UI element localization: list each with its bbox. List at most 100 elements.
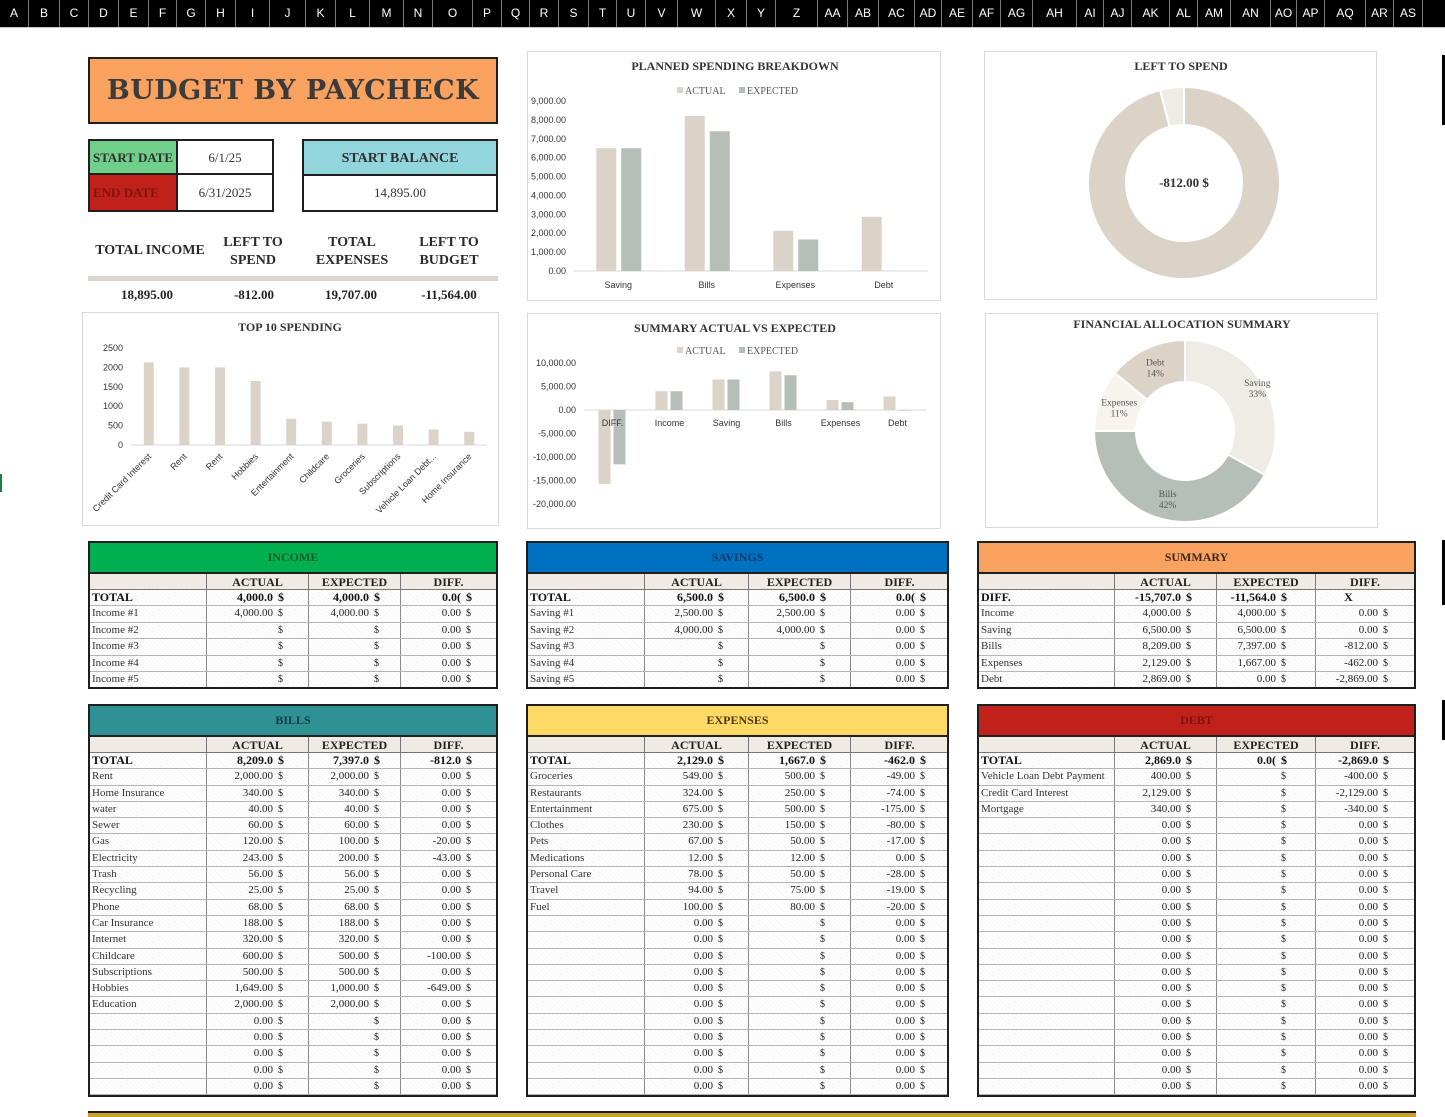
debt-cell-diff[interactable]: -2,869.0 [1315,753,1381,769]
expenses-cell-expected[interactable]: 250.00 [748,785,818,801]
bills-cell-diff[interactable]: 0.00 [400,769,464,785]
bills-cell-expected[interactable]: 320.00 [308,932,372,948]
income-cell-actual[interactable] [206,622,276,639]
debt-cell-actual[interactable]: 0.00 [1114,997,1184,1013]
bills-cell-diff[interactable]: -20.00 [400,834,464,850]
income-cell-expected[interactable] [308,639,372,655]
debt-cell-expected[interactable] [1216,769,1279,785]
savings-cell-actual[interactable]: 6,500.0 [644,590,716,606]
savings-cell-expected[interactable] [748,655,818,671]
debt-cell-expected[interactable] [1216,964,1279,981]
expenses-cell-diff[interactable]: -17.00 [850,834,918,850]
summary-cell-diff[interactable]: -462.00 [1315,655,1381,671]
debt-cell-expected[interactable] [1216,915,1279,932]
expenses-cell-actual[interactable]: 100.00 [644,899,716,915]
debt-cell-diff[interactable]: -400.00 [1315,769,1381,785]
column-header-e[interactable]: E [119,0,149,27]
bills-cell-diff[interactable]: -812.0 [400,753,464,769]
income-cell-diff[interactable]: 0.00 [400,639,464,655]
debt-cell-actual[interactable]: 0.00 [1114,964,1184,981]
expenses-cell-actual[interactable]: 94.00 [644,883,716,899]
income-cell-actual[interactable] [206,639,276,655]
bills-cell-expected[interactable]: 500.00 [308,948,372,964]
debt-cell-expected[interactable] [1216,948,1279,964]
debt-cell-actual[interactable]: 0.00 [1114,899,1184,915]
summary-cell-diff[interactable]: X [1315,590,1381,606]
savings-cell-expected[interactable] [748,671,818,687]
debt-cell-actual[interactable]: 0.00 [1114,867,1184,883]
bills-cell-expected[interactable] [308,1078,372,1095]
expenses-cell-diff[interactable]: 0.00 [850,948,918,964]
summary-actual-vs-expected-chart[interactable]: SUMMARY ACTUAL VS EXPECTED ACTUAL EXPECTED… [527,313,941,529]
debt-cell-expected[interactable] [1216,1030,1279,1046]
bills-cell-expected[interactable] [308,1062,372,1078]
debt-cell-actual[interactable]: 2,869.0 [1114,753,1184,769]
expenses-cell-expected[interactable]: 12.00 [748,850,818,867]
bills-cell-expected[interactable] [308,1046,372,1062]
bills-cell-diff[interactable]: 0.00 [400,1046,464,1062]
income-cell-expected[interactable]: 4,000.0 [308,590,372,606]
expenses-cell-expected[interactable] [748,915,818,932]
bills-cell-diff[interactable]: 0.00 [400,899,464,915]
bills-cell-expected[interactable]: 40.00 [308,801,372,818]
bills-cell-expected[interactable]: 68.00 [308,899,372,915]
bills-cell-expected[interactable]: 200.00 [308,850,372,867]
expenses-cell-expected[interactable]: 1,667.0 [748,753,818,769]
column-header-j[interactable]: J [270,0,306,27]
expenses-cell-diff[interactable]: -462.0 [850,753,918,769]
income-cell-actual[interactable] [206,671,276,687]
column-header-aj[interactable]: AJ [1104,0,1132,27]
column-header-ag[interactable]: AG [1001,0,1033,27]
expenses-cell-actual[interactable]: 0.00 [644,1013,716,1030]
expenses-cell-expected[interactable]: 500.00 [748,801,818,818]
bills-cell-actual[interactable]: 1,649.00 [206,981,276,997]
debt-cell-actual[interactable]: 0.00 [1114,818,1184,834]
summary-cell-diff[interactable]: 0.00 [1315,622,1381,639]
column-header-r[interactable]: R [530,0,559,27]
debt-cell-expected[interactable] [1216,899,1279,915]
debt-cell-diff[interactable]: 0.00 [1315,1062,1381,1078]
column-header-p[interactable]: P [473,0,502,27]
summary-cell-actual[interactable]: 6,500.00 [1114,622,1184,639]
debt-cell-expected[interactable] [1216,1078,1279,1095]
debt-cell-diff[interactable]: 0.00 [1315,1030,1381,1046]
expenses-cell-actual[interactable]: 0.00 [644,1062,716,1078]
bills-cell-expected[interactable]: 1,000.00 [308,981,372,997]
start-date-value[interactable]: 6/1/25 [178,141,272,175]
debt-cell-diff[interactable]: 0.00 [1315,818,1381,834]
bills-cell-actual[interactable]: 600.00 [206,948,276,964]
debt-cell-actual[interactable]: 0.00 [1114,1046,1184,1062]
expenses-cell-diff[interactable]: 0.00 [850,997,918,1013]
expenses-cell-diff[interactable]: -74.00 [850,785,918,801]
column-header-d[interactable]: D [89,0,119,27]
expenses-cell-actual[interactable]: 0.00 [644,1030,716,1046]
bills-cell-actual[interactable]: 0.00 [206,1030,276,1046]
column-header-q[interactable]: Q [502,0,530,27]
summary-cell-diff[interactable]: -2,869.00 [1315,671,1381,687]
expenses-cell-actual[interactable]: 324.00 [644,785,716,801]
column-header-aq[interactable]: AQ [1325,0,1366,27]
column-header-t[interactable]: T [589,0,617,27]
bills-cell-actual[interactable]: 8,209.0 [206,753,276,769]
expenses-cell-diff[interactable]: 0.00 [850,964,918,981]
summary-cell-expected[interactable]: 6,500.00 [1216,622,1279,639]
planned-spending-chart[interactable]: PLANNED SPENDING BREAKDOWN ACTUAL EXPECTED… [527,51,941,301]
debt-cell-diff[interactable]: 0.00 [1315,899,1381,915]
column-header-aa[interactable]: AA [818,0,848,27]
bills-cell-expected[interactable]: 7,397.0 [308,753,372,769]
column-header-af[interactable]: AF [973,0,1001,27]
debt-cell-diff[interactable]: -340.00 [1315,801,1381,818]
expenses-cell-expected[interactable] [748,1013,818,1030]
bills-cell-expected[interactable]: 56.00 [308,867,372,883]
debt-cell-expected[interactable] [1216,850,1279,867]
savings-cell-diff[interactable]: 0.00 [850,655,918,671]
column-header-x[interactable]: X [716,0,747,27]
expenses-cell-diff[interactable]: 0.00 [850,981,918,997]
bills-cell-diff[interactable]: 0.00 [400,785,464,801]
expenses-cell-diff[interactable]: -19.00 [850,883,918,899]
income-cell-diff[interactable]: 0.00 [400,622,464,639]
summary-cell-actual[interactable]: 2,129.00 [1114,655,1184,671]
expenses-cell-diff[interactable]: -175.00 [850,801,918,818]
expenses-cell-actual[interactable]: 0.00 [644,997,716,1013]
income-cell-actual[interactable]: 4,000.00 [206,606,276,622]
